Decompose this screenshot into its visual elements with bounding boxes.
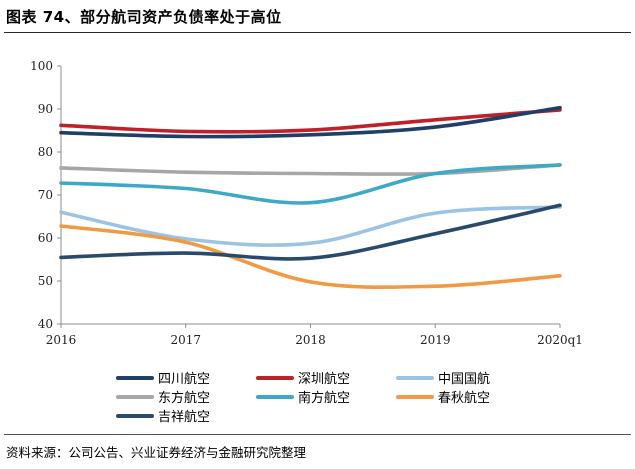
x-tick-label: 2019 — [420, 333, 451, 347]
series-line-5 — [59, 163, 562, 205]
y-tick-label: 50 — [38, 274, 53, 288]
x-tick-label: 2017 — [170, 333, 201, 347]
legend-label: 深圳航空 — [298, 371, 350, 387]
page-title: 图表 74、部分航司资产负债率处于高位 — [6, 8, 282, 26]
y-tick-label: 100 — [30, 59, 53, 73]
legend-label: 四川航空 — [158, 371, 210, 387]
x-tick-label: 2020q1 — [537, 333, 583, 347]
x-tick-label: 2018 — [295, 333, 326, 347]
chart-series — [59, 105, 562, 290]
series-line-3 — [59, 205, 562, 247]
y-tick-label: 80 — [38, 145, 53, 159]
series-line-7 — [59, 203, 562, 261]
series-line-2 — [59, 108, 562, 134]
legend-label: 吉祥航空 — [158, 409, 210, 425]
legend-label: 东方航空 — [158, 390, 210, 406]
line-chart: 40 50 60 70 80 90 100 2016 2017 2018 2019 2020q1 四川… — [30, 59, 583, 425]
legend-label: 南方航空 — [298, 390, 350, 406]
x-tick-label: 2016 — [46, 333, 77, 347]
y-tick-label: 90 — [38, 102, 53, 116]
series-line-6 — [59, 224, 562, 290]
y-tick-label: 70 — [38, 188, 53, 202]
title-divider — [4, 32, 631, 33]
source-note: 资料来源：公司公告、兴业证券经济与金融研究院整理 — [6, 445, 307, 460]
y-tick-label: 60 — [38, 231, 53, 245]
series-line-4 — [59, 163, 562, 176]
chart-axes: 40 50 60 70 80 90 100 2016 2017 2018 2019 2020q1 — [30, 59, 583, 347]
y-tick-label: 40 — [38, 317, 53, 331]
footer-divider — [4, 434, 631, 435]
series-line-1 — [59, 105, 562, 139]
legend-label: 中国国航 — [438, 371, 490, 387]
legend-label: 春秋航空 — [438, 390, 490, 406]
